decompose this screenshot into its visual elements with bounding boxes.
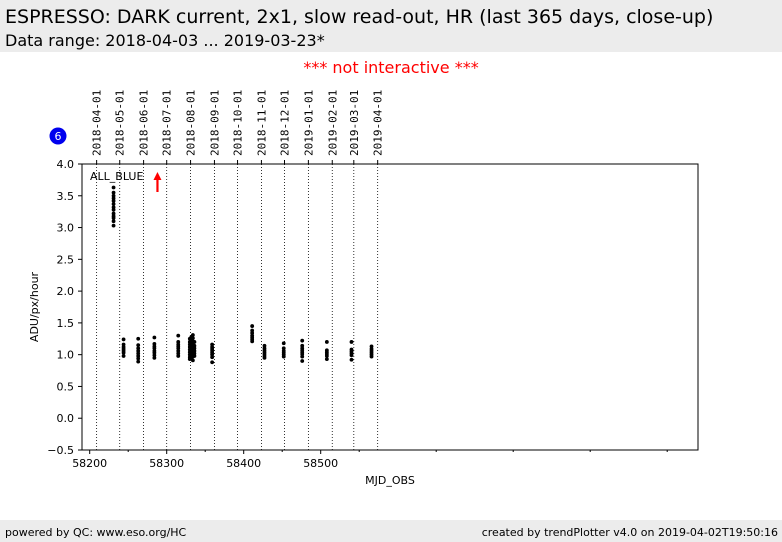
month-markers: 2018-04-01 2018-05-01 2018-06-01 2018-07-01… — [91, 90, 385, 450]
y-tick-label: 1.5 — [57, 317, 75, 330]
data-point — [121, 350, 126, 355]
data-point — [324, 354, 329, 358]
data-point — [111, 190, 116, 195]
data-point — [121, 354, 126, 358]
data-point — [136, 359, 141, 364]
data-point — [281, 354, 286, 359]
data-point — [136, 336, 141, 341]
data-point — [281, 341, 286, 346]
x-tick-label: 58300 — [149, 457, 184, 470]
footer-powered-by: powered by QC: www.eso.org/HC — [5, 526, 187, 539]
data-point — [190, 333, 195, 337]
y-tick-label: 4.0 — [57, 158, 75, 171]
y-tick-label: 2.5 — [57, 253, 75, 266]
data-point — [111, 202, 116, 206]
month-label: 2018-10-01 — [232, 90, 245, 156]
data-point — [190, 336, 195, 341]
data-point — [262, 355, 267, 360]
x-tick-label: 58500 — [303, 457, 338, 470]
data-points — [111, 185, 374, 365]
data-point — [136, 356, 141, 361]
data-point — [210, 355, 215, 360]
data-point — [349, 353, 354, 358]
series-label: ALL_BLUE — [90, 170, 143, 183]
data-point — [324, 357, 329, 362]
not-interactive-notice: *** not interactive *** — [303, 58, 479, 77]
month-label: 2018-11-01 — [255, 90, 268, 156]
month-label: 2018-08-01 — [185, 90, 198, 156]
month-label: 2019-01-01 — [302, 90, 315, 156]
y-axis-label: ADU/px/hour — [28, 271, 41, 342]
data-point — [136, 343, 141, 348]
month-label: 2018-04-01 — [91, 90, 104, 156]
data-point — [111, 223, 116, 228]
data-point — [300, 354, 305, 359]
data-point — [349, 357, 354, 362]
trend-chart: 2018-04-01 2018-05-01 2018-06-01 2018-07-01… — [28, 90, 699, 487]
y-tick-label: 3.0 — [57, 222, 75, 235]
data-point — [369, 354, 374, 359]
x-tick-label: 58200 — [72, 457, 107, 470]
badge-count: 6 — [55, 130, 62, 143]
outlier-arrow-head — [153, 172, 162, 180]
outlier-markers — [153, 172, 162, 192]
month-label: 2018-09-01 — [208, 90, 221, 156]
y-tick-label: 0.5 — [57, 380, 75, 393]
y-tick-label: 1.0 — [57, 349, 75, 362]
data-point — [192, 340, 197, 344]
data-point — [250, 324, 255, 328]
month-label: 2018-12-01 — [279, 90, 292, 156]
month-label: 2019-02-01 — [326, 90, 339, 156]
data-point — [176, 333, 181, 338]
data-point — [250, 339, 255, 344]
data-point — [111, 219, 116, 224]
data-point — [349, 340, 354, 344]
data-point — [300, 338, 305, 343]
data-point — [111, 216, 116, 220]
month-label: 2019-04-01 — [372, 90, 385, 156]
data-point — [176, 354, 181, 358]
data-point — [111, 198, 116, 203]
data-point — [152, 335, 157, 340]
month-label: 2018-05-01 — [114, 90, 127, 156]
data-point — [111, 185, 116, 190]
footer-bar: powered by QC: www.eso.org/HC created by… — [0, 520, 782, 542]
x-tick-label: 58400 — [226, 457, 261, 470]
page-title: ESPRESSO: DARK current, 2x1, slow read-o… — [5, 6, 714, 28]
y-tick-label: 2.0 — [57, 285, 75, 298]
data-point — [210, 360, 215, 365]
x-axis-label: MJD_OBS — [365, 474, 415, 487]
plot-frame — [81, 163, 699, 451]
month-label: 2018-06-01 — [138, 90, 151, 156]
header-bar: ESPRESSO: DARK current, 2x1, slow read-o… — [0, 0, 782, 52]
data-point — [300, 359, 305, 363]
y-tick-label: 0.0 — [57, 412, 75, 425]
data-point — [121, 337, 126, 342]
data-point — [190, 358, 195, 363]
badge-circle — [49, 127, 67, 145]
axes: 58200 58300 58400 58500 −0.5 0.0 0.5 1.0 1.5 2.0 2… — [47, 158, 668, 470]
data-point — [192, 354, 197, 358]
y-tick-label: −0.5 — [47, 444, 74, 457]
data-range-subtitle: Data range: 2018-04-03 ... 2019-03-23* — [5, 31, 325, 50]
month-label: 2018-07-01 — [161, 90, 174, 156]
data-point — [152, 355, 157, 360]
y-tick-label: 3.5 — [57, 190, 75, 203]
data-point — [324, 340, 329, 344]
footer-created-by: created by trendPlotter v4.0 on 2019-04-… — [481, 526, 778, 539]
month-label: 2019-03-01 — [348, 90, 361, 156]
data-point — [111, 207, 116, 212]
